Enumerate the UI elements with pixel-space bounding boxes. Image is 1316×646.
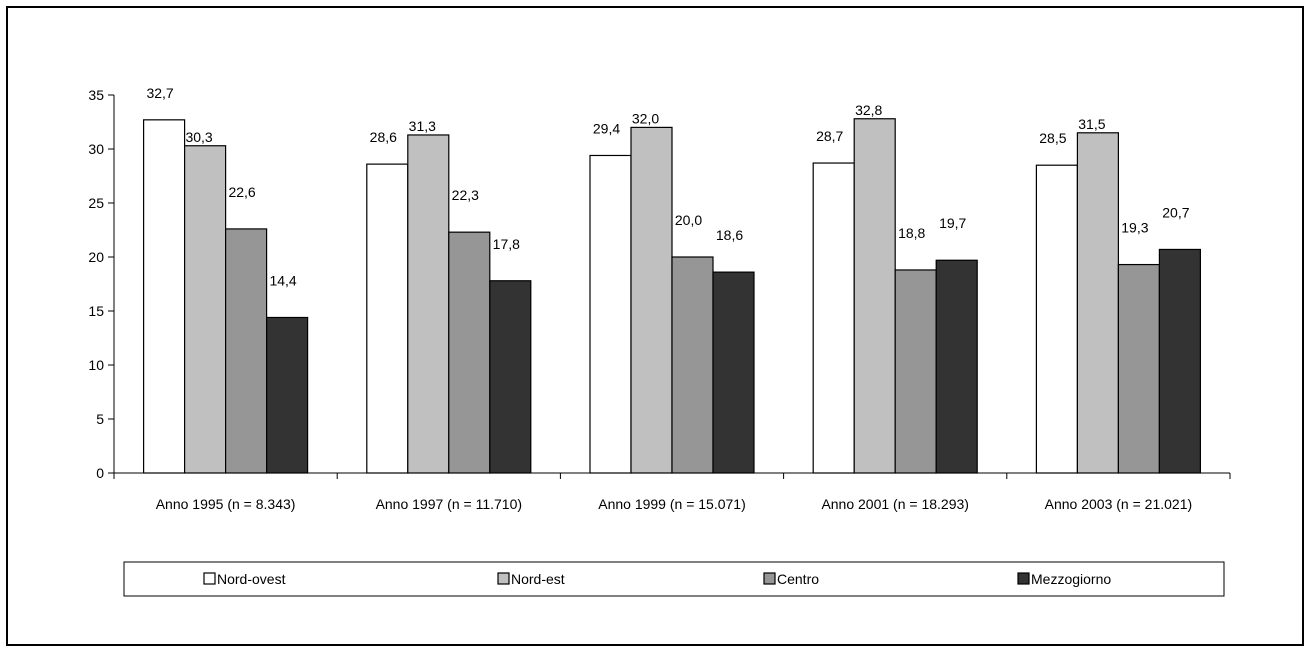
legend-swatch bbox=[203, 572, 216, 585]
data-label: 22,6 bbox=[228, 184, 255, 200]
y-tick-label: 25 bbox=[88, 195, 104, 211]
data-label: 31,3 bbox=[409, 118, 436, 134]
bar bbox=[589, 154, 632, 474]
data-label: 18,6 bbox=[716, 227, 743, 243]
category-label: Anno 2003 (n = 21.021) bbox=[1045, 496, 1193, 512]
chart-frame: 0 5 10 15 20 25 30 35 Anno 1995 (n = 8.343) Anno… bbox=[6, 6, 1304, 646]
legend-label: Nord-ovest bbox=[217, 571, 286, 587]
category-label: Anno 1995 (n = 8.343) bbox=[156, 496, 296, 512]
bar bbox=[630, 126, 673, 474]
category-label: Anno 1997 (n = 11.710) bbox=[376, 496, 522, 512]
bar bbox=[489, 280, 532, 474]
legend-swatch bbox=[763, 572, 776, 585]
data-label: 19,3 bbox=[1121, 220, 1148, 236]
legend-swatch bbox=[497, 572, 510, 585]
bar bbox=[184, 145, 227, 474]
y-axis: 0 5 10 15 20 25 30 35 bbox=[88, 87, 115, 481]
bar bbox=[1117, 263, 1161, 474]
legend-label: Mezzogiorno bbox=[1031, 571, 1111, 587]
y-tick-label: 0 bbox=[96, 465, 104, 481]
bar bbox=[935, 259, 978, 474]
data-label: 14,4 bbox=[269, 272, 296, 288]
y-tick-label: 15 bbox=[88, 303, 104, 319]
data-label: 32,8 bbox=[855, 102, 882, 118]
bar bbox=[225, 228, 268, 474]
bar bbox=[266, 316, 309, 474]
bar bbox=[853, 118, 896, 474]
data-label: 32,0 bbox=[632, 110, 659, 126]
data-label: 31,5 bbox=[1078, 116, 1105, 132]
bar bbox=[712, 271, 755, 474]
data-label: 20,0 bbox=[675, 212, 702, 228]
legend-box bbox=[123, 561, 1225, 597]
bar bbox=[1158, 248, 1202, 474]
data-label: 19,7 bbox=[939, 215, 966, 231]
bar bbox=[1076, 132, 1120, 474]
data-label: 17,8 bbox=[493, 236, 520, 252]
category-label: Anno 2001 (n = 18.293) bbox=[821, 496, 969, 512]
x-axis: Anno 1995 (n = 8.343) Anno 1997 (n = 11.7… bbox=[113, 472, 1231, 512]
bar bbox=[143, 119, 186, 474]
bar bbox=[894, 269, 937, 474]
bar bbox=[407, 134, 450, 474]
y-tick-label: 30 bbox=[88, 141, 104, 157]
legend-swatch bbox=[1017, 572, 1030, 585]
y-tick-label: 20 bbox=[88, 249, 104, 265]
bar bbox=[448, 231, 491, 474]
bar bbox=[671, 256, 714, 474]
legend-label: Nord-est bbox=[511, 571, 565, 587]
data-label: 20,7 bbox=[1162, 204, 1189, 220]
data-label: 18,8 bbox=[898, 225, 925, 241]
bar bbox=[812, 162, 855, 474]
data-label: 28,5 bbox=[1039, 130, 1066, 146]
category-label: Anno 1999 (n = 15.071) bbox=[598, 496, 746, 512]
bar bbox=[1035, 164, 1079, 474]
data-label: 32,7 bbox=[146, 85, 173, 101]
y-tick-label: 35 bbox=[88, 87, 104, 103]
legend-label: Centro bbox=[777, 571, 819, 587]
y-tick-label: 10 bbox=[88, 357, 104, 373]
data-label: 28,6 bbox=[370, 129, 397, 145]
data-label: 28,7 bbox=[816, 128, 843, 144]
bar bbox=[366, 163, 409, 474]
legend: Nord-ovest Nord-est Centro Mezzogiorno bbox=[123, 561, 1225, 597]
y-tick-label: 5 bbox=[96, 411, 104, 427]
data-label: 22,3 bbox=[452, 187, 479, 203]
data-labels: 32,7 30,3 22,6 14,4 28,6 31,3 22,3 17,8 29,4 32,0… bbox=[146, 85, 1189, 289]
data-label: 30,3 bbox=[185, 129, 212, 145]
bars bbox=[143, 118, 1202, 474]
data-label: 29,4 bbox=[593, 120, 620, 136]
